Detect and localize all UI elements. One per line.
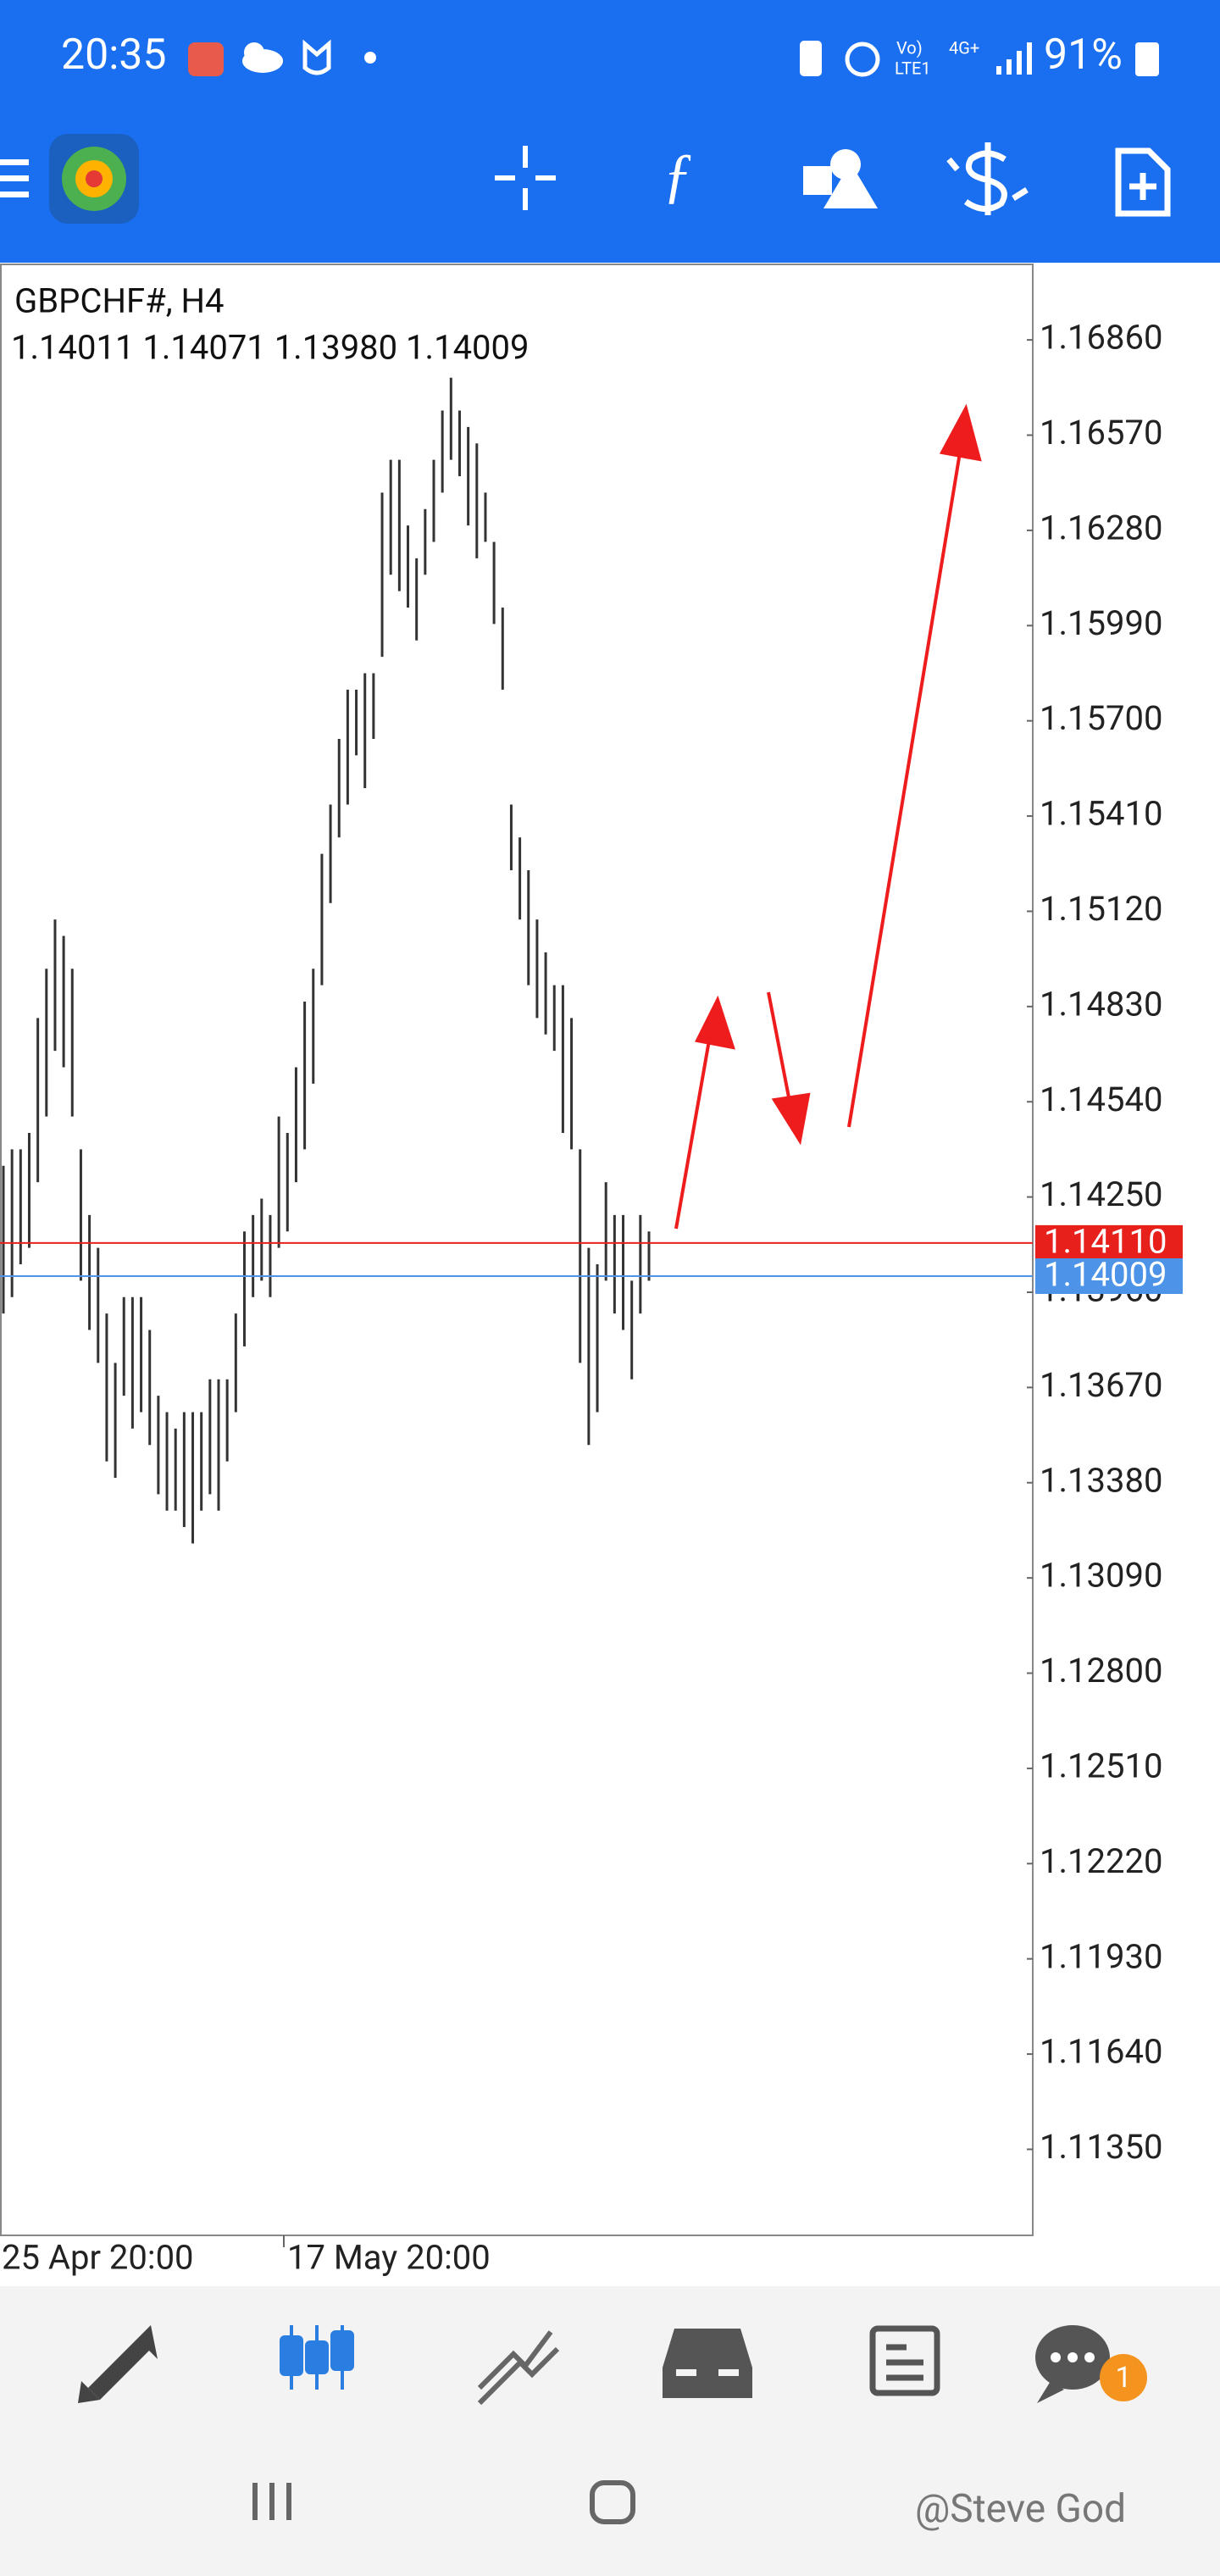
- y-tick-label: 1.12800: [1040, 1651, 1162, 1690]
- battery-percent: 91%: [1044, 31, 1123, 80]
- y-tick-label: 1.15700: [1040, 698, 1162, 738]
- y-tick-label: 1.11930: [1040, 1936, 1162, 1976]
- cloud-icon-top: [244, 42, 264, 63]
- price-label-bg: [1035, 1224, 1183, 1261]
- trade-tab[interactable]: [477, 2330, 560, 2406]
- indicators-button[interactable]: ƒ: [663, 142, 693, 209]
- alarm-icon: [845, 42, 880, 77]
- objects-button[interactable]: [803, 149, 878, 208]
- recents-bar: [269, 2483, 274, 2520]
- y-tick-label: 1.13670: [1040, 1365, 1162, 1405]
- app-logo[interactable]: [49, 134, 139, 224]
- crosshair-button[interactable]: [495, 146, 556, 210]
- chat-tab[interactable]: [1035, 2325, 1147, 2403]
- y-tick-label: 1.11640: [1040, 2032, 1162, 2072]
- dot-icon: [364, 52, 376, 64]
- watermark: @Steve God: [915, 2486, 1126, 2532]
- arrow-head: [695, 995, 735, 1050]
- arrow-head: [939, 403, 982, 462]
- network-label: 4G+: [949, 37, 979, 58]
- chat-badge: 1: [1115, 2361, 1131, 2395]
- y-tick-label: 1.16280: [1040, 508, 1162, 547]
- app-header-bg: [0, 0, 1220, 263]
- chart-tab[interactable]: [280, 2325, 354, 2390]
- y-tick-label: 1.13380: [1040, 1460, 1162, 1500]
- new-order-button[interactable]: [1115, 147, 1171, 217]
- y-tick-label: 1.12510: [1040, 1746, 1162, 1785]
- battery-saver-icon: [800, 41, 822, 76]
- system-nav: [252, 2480, 635, 2524]
- battery-icon: [1135, 42, 1159, 76]
- chart-frame: [0, 264, 1034, 2236]
- annotation-arrows: [674, 403, 982, 1230]
- history-tab[interactable]: [663, 2329, 752, 2398]
- x-time-label: 25 Apr 20:00: [2, 2238, 194, 2278]
- y-tick-label: 1.16570: [1040, 413, 1162, 452]
- y-tick-label: 1.16860: [1040, 318, 1162, 358]
- news-tab[interactable]: [869, 2325, 940, 2396]
- volte-label: Vo): [896, 37, 923, 58]
- lte-label: LTE1: [895, 58, 931, 78]
- y-tick-label: 1.11350: [1040, 2127, 1162, 2167]
- bottom-area-bg: [0, 2286, 1220, 2576]
- y-tick-label: 1.15410: [1040, 794, 1162, 834]
- recents-bar: [286, 2483, 291, 2520]
- chart-ohlc: 1.14011 1.14071 1.13980 1.14009: [11, 328, 529, 368]
- status-time: 20:35: [61, 31, 167, 80]
- y-tick-label: 1.15120: [1040, 889, 1162, 929]
- arrow-down: [767, 991, 791, 1102]
- recents-button[interactable]: [252, 2483, 258, 2520]
- shield-icon: [302, 39, 331, 75]
- arrow-up-long: [847, 447, 962, 1128]
- y-tick-label: 1.14540: [1040, 1080, 1162, 1119]
- trade-button[interactable]: [946, 142, 1029, 215]
- x-time-label: 17 May 20:00: [287, 2238, 491, 2278]
- plot-area: [0, 377, 1033, 1544]
- app-notification-icon: [188, 42, 224, 76]
- arrow-head: [771, 1092, 811, 1146]
- quotes-tab[interactable]: [78, 2325, 158, 2408]
- y-tick-label: 1.13090: [1040, 1556, 1162, 1596]
- price-label: 1.14110: [1044, 1221, 1167, 1261]
- y-tick-label: 1.14250: [1040, 1174, 1162, 1214]
- y-tick-label: 1.12220: [1040, 1841, 1162, 1881]
- price-label: 1.14009: [1044, 1255, 1167, 1295]
- arrow-up-short: [674, 1035, 712, 1230]
- menu-button[interactable]: [0, 159, 29, 197]
- y-tick-label: 1.14830: [1040, 984, 1162, 1024]
- signal-icon: [996, 42, 1032, 75]
- home-button[interactable]: [590, 2480, 635, 2524]
- chart-symbol: GBPCHF#, H4: [14, 281, 225, 321]
- price-label-bg: [1035, 1258, 1183, 1295]
- status-icons: [188, 39, 880, 77]
- y-tick-label: 1.15990: [1040, 603, 1162, 643]
